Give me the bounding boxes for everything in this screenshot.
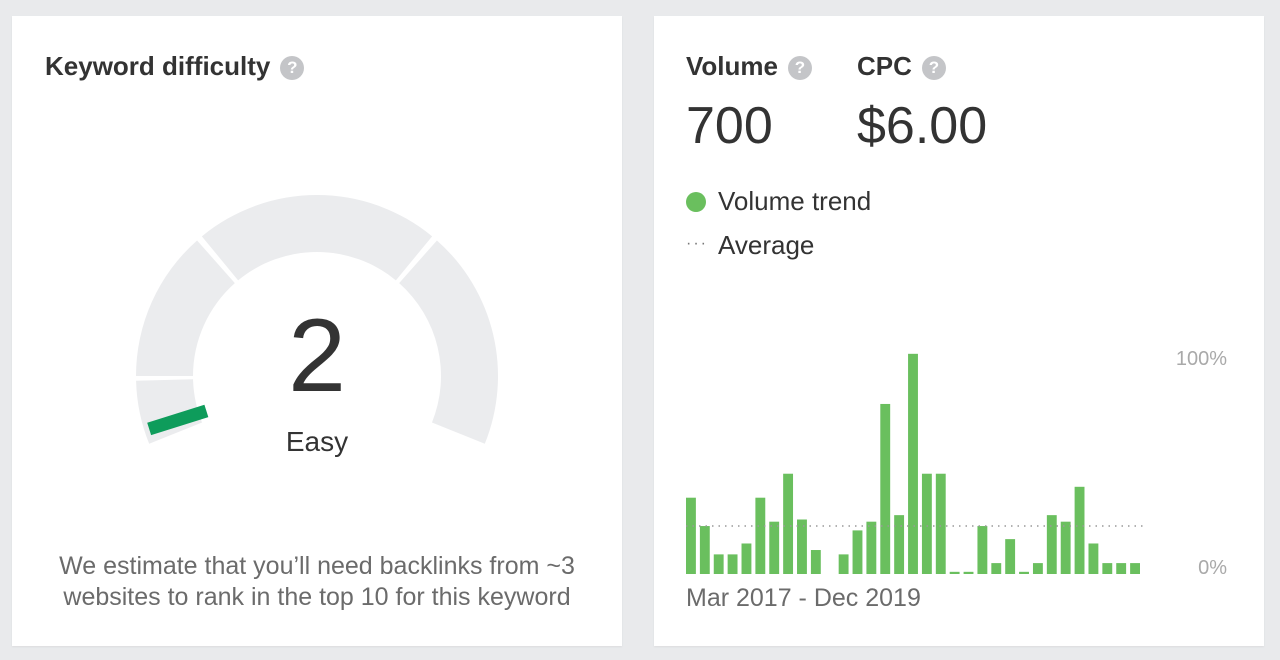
trend-bar[interactable]: [727, 554, 738, 574]
trend-bar[interactable]: [1130, 563, 1140, 574]
trend-bar[interactable]: [880, 403, 891, 574]
trend-bar[interactable]: [699, 526, 710, 574]
trend-bar[interactable]: [1060, 521, 1071, 574]
volume-label: Volume: [686, 51, 778, 81]
gauge-segment: [136, 240, 235, 376]
difficulty-score: 2: [288, 298, 346, 414]
trend-bar[interactable]: [755, 497, 766, 574]
volume-value: 700: [686, 97, 773, 155]
volume-card: Volume? CPC? 700 $6.00 Volume trend ··· A…: [654, 16, 1264, 646]
trend-bar[interactable]: [797, 519, 807, 575]
green-dot-icon: [686, 192, 706, 212]
trend-bar[interactable]: [1019, 571, 1029, 574]
cpc-title: CPC?: [857, 51, 946, 82]
difficulty-gauge: [136, 194, 498, 444]
trend-bar[interactable]: [1032, 563, 1043, 574]
trend-bar[interactable]: [977, 526, 988, 574]
question-circle-icon[interactable]: ?: [921, 56, 946, 80]
trend-bar[interactable]: [769, 521, 780, 574]
cpc-value: $6.00: [857, 97, 988, 155]
trend-bar[interactable]: [949, 571, 960, 574]
date-range-label: Mar 2017 - Dec 2019: [686, 584, 921, 612]
legend-volume-trend: Volume trend: [686, 186, 871, 217]
trend-bar[interactable]: [1005, 539, 1016, 574]
trend-bar[interactable]: [866, 521, 877, 574]
legend-volume-trend-label: Volume trend: [718, 186, 872, 216]
trend-bar[interactable]: [838, 554, 849, 574]
y-tick-label-bottom: 0%: [1198, 557, 1227, 579]
legend-average-label: Average: [718, 230, 815, 260]
trend-bar[interactable]: [1088, 543, 1099, 574]
trend-bar[interactable]: [908, 353, 918, 574]
trend-bar[interactable]: [963, 571, 974, 574]
trend-bar[interactable]: [1074, 486, 1085, 574]
trend-bars: [686, 353, 1140, 575]
difficulty-rating-label: Easy: [285, 426, 349, 457]
dotted-line-icon: ···: [686, 235, 708, 252]
trend-bar[interactable]: [991, 563, 1002, 574]
question-circle-icon[interactable]: ?: [280, 56, 305, 80]
gauge-segment: [399, 240, 498, 444]
gauge-segment: [201, 194, 433, 281]
trend-bar[interactable]: [935, 473, 946, 574]
volume-trend-chart: 100% 0%: [686, 348, 1227, 579]
keyword-difficulty-label: Keyword difficulty: [45, 51, 271, 81]
trend-bar[interactable]: [1102, 563, 1113, 574]
y-tick-label-top: 100%: [1176, 348, 1227, 370]
trend-bar[interactable]: [1116, 563, 1127, 574]
trend-bar[interactable]: [894, 515, 905, 574]
gauge-track: [136, 194, 498, 444]
difficulty-description: We estimate that you’ll need backlinks f…: [59, 552, 575, 611]
keyword-difficulty-title: Keyword difficulty?: [45, 51, 305, 82]
trend-bar[interactable]: [1046, 515, 1057, 574]
gauge-indicator: [147, 404, 209, 436]
trend-bar[interactable]: [810, 550, 821, 574]
trend-bar[interactable]: [783, 473, 794, 574]
trend-bar[interactable]: [852, 530, 863, 574]
trend-bar[interactable]: [741, 543, 752, 574]
cpc-label: CPC: [857, 51, 912, 81]
question-circle-icon[interactable]: ?: [787, 56, 812, 80]
trend-bar[interactable]: [921, 473, 932, 574]
gauge-needle: [147, 404, 209, 436]
keyword-difficulty-card: Keyword difficulty? 2 Easy We estimate t…: [12, 16, 622, 646]
volume-title: Volume?: [686, 51, 812, 82]
legend-average: ··· Average: [686, 230, 814, 261]
trend-bar[interactable]: [713, 554, 724, 574]
trend-bar[interactable]: [686, 497, 696, 574]
